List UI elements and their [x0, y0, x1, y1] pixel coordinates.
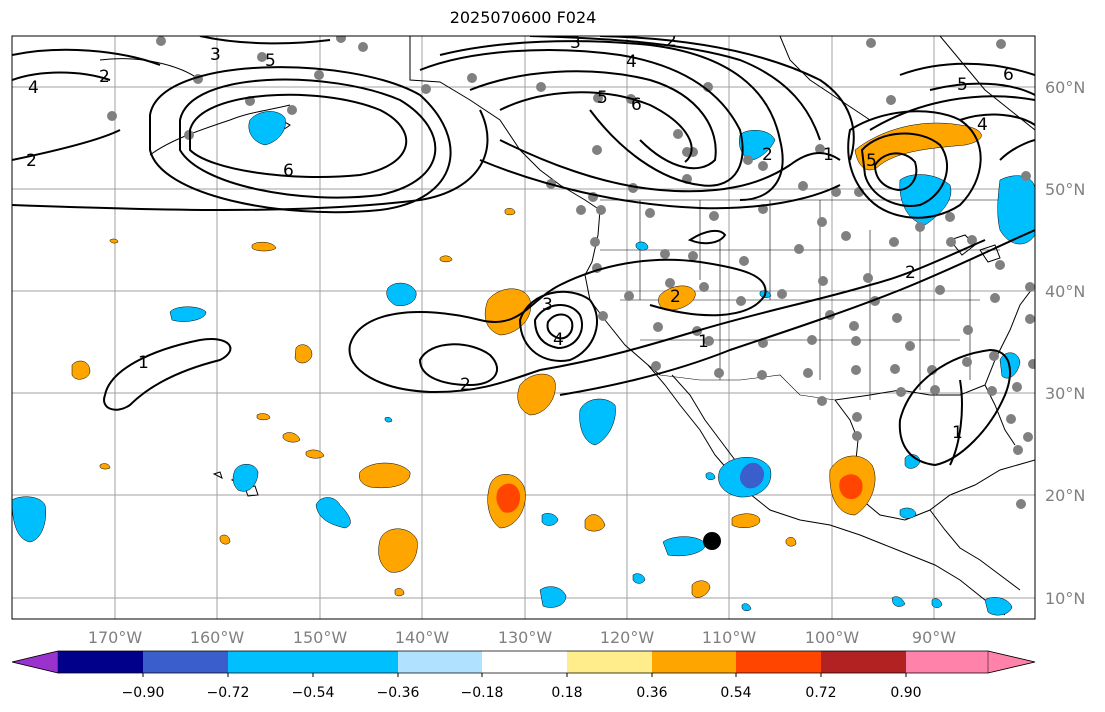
coastlines	[99, 36, 1035, 616]
colorbar-outline	[11, 650, 1036, 674]
contour-label: 1	[823, 145, 834, 165]
lat-label: 10°N	[1045, 589, 1085, 608]
colorbar-tick-label: −0.54	[292, 685, 335, 701]
contour-label: 4	[553, 330, 564, 350]
colorbar-bin	[143, 651, 228, 673]
colorbar-bin	[58, 651, 143, 673]
colorbar-bin	[482, 651, 567, 673]
contour-label: 5	[265, 51, 276, 71]
lon-label: 150°W	[293, 628, 348, 647]
colorbar-bin	[567, 651, 652, 673]
colorbar-tick-label: 0.18	[551, 685, 582, 701]
contour-label: 6	[1003, 65, 1014, 85]
colorbar-bin	[652, 651, 736, 673]
contour-label: 2	[762, 145, 773, 165]
colorbar-tick-label: −0.18	[461, 685, 504, 701]
contour-label: 3	[542, 295, 553, 315]
contour-label: 5	[957, 75, 968, 95]
contour-label: 4	[977, 115, 988, 135]
lon-label: 140°W	[395, 628, 450, 647]
contour-label: 4	[28, 78, 39, 98]
contour-label: 6	[283, 161, 294, 181]
contour-label: 4	[626, 52, 637, 72]
colorbar-tick-label: 0.54	[720, 685, 751, 701]
map-background	[12, 36, 1035, 619]
contour-label: 5	[866, 151, 877, 171]
colorbar-tick-label: 0.36	[636, 685, 667, 701]
colorbar: −0.90 −0.72 −0.54 −0.36 −0.18 0.18 0.36 …	[11, 650, 1036, 701]
lon-label: 120°W	[600, 628, 655, 647]
lat-label: 20°N	[1045, 486, 1085, 505]
contour-label: 2	[26, 151, 37, 171]
latitude-labels: 60°N 50°N 40°N 30°N 20°N 10°N	[1045, 78, 1085, 608]
contour-lines	[12, 36, 1035, 467]
lon-label: 90°W	[912, 628, 956, 647]
lat-label: 30°N	[1045, 384, 1085, 403]
lat-label: 50°N	[1045, 180, 1085, 199]
contour-label: 1	[698, 332, 709, 352]
lon-label: 160°W	[190, 628, 245, 647]
map-gridlines	[12, 36, 1035, 619]
colorbar-bin	[228, 651, 313, 673]
colorbar-tick-label: −0.72	[207, 685, 250, 701]
colorbar-tick-label: 0.72	[805, 685, 836, 701]
longitude-labels: 170°W 160°W 150°W 140°W 130°W 120°W 110°…	[88, 628, 956, 647]
contour-label: 2	[905, 263, 916, 283]
contour-label: 3	[210, 45, 221, 65]
colorbar-tick-label: −0.36	[377, 685, 420, 701]
lat-label: 40°N	[1045, 282, 1085, 301]
contour-label: 2	[99, 67, 110, 87]
colorbar-bin	[313, 651, 398, 673]
contour-label: 1	[138, 353, 149, 373]
storm-center-marker	[703, 532, 721, 550]
colorbar-bin	[398, 651, 482, 673]
contour-label: 3	[570, 33, 581, 53]
contour-label: 5	[597, 88, 608, 108]
colorbar-tick-label: 0.90	[890, 685, 921, 701]
lon-label: 130°W	[498, 628, 553, 647]
colorbar-bin	[821, 651, 906, 673]
contour-label: 2	[666, 31, 677, 51]
contour-label: 2	[460, 375, 471, 395]
colorbar-tick-label: −0.90	[122, 685, 165, 701]
map-title: 2025070600 F024	[449, 8, 597, 27]
contour-label-layer: 3 2 4 5 6 2 3 2 4 5 6 5 6 4 5 2 1 2 3 4 …	[26, 31, 1014, 443]
colorbar-extend-high	[987, 650, 1036, 674]
colorbar-extend-low	[11, 650, 59, 674]
lon-label: 170°W	[88, 628, 143, 647]
contour-label: 6	[631, 95, 642, 115]
lon-label: 100°W	[805, 628, 860, 647]
map-border	[11, 35, 1036, 620]
colorbar-bin	[736, 651, 821, 673]
contour-label: 2	[670, 287, 681, 307]
lat-label: 60°N	[1045, 78, 1085, 97]
lon-label: 110°W	[702, 628, 757, 647]
colorbar-bin	[906, 651, 988, 673]
contour-label: 1	[952, 423, 963, 443]
